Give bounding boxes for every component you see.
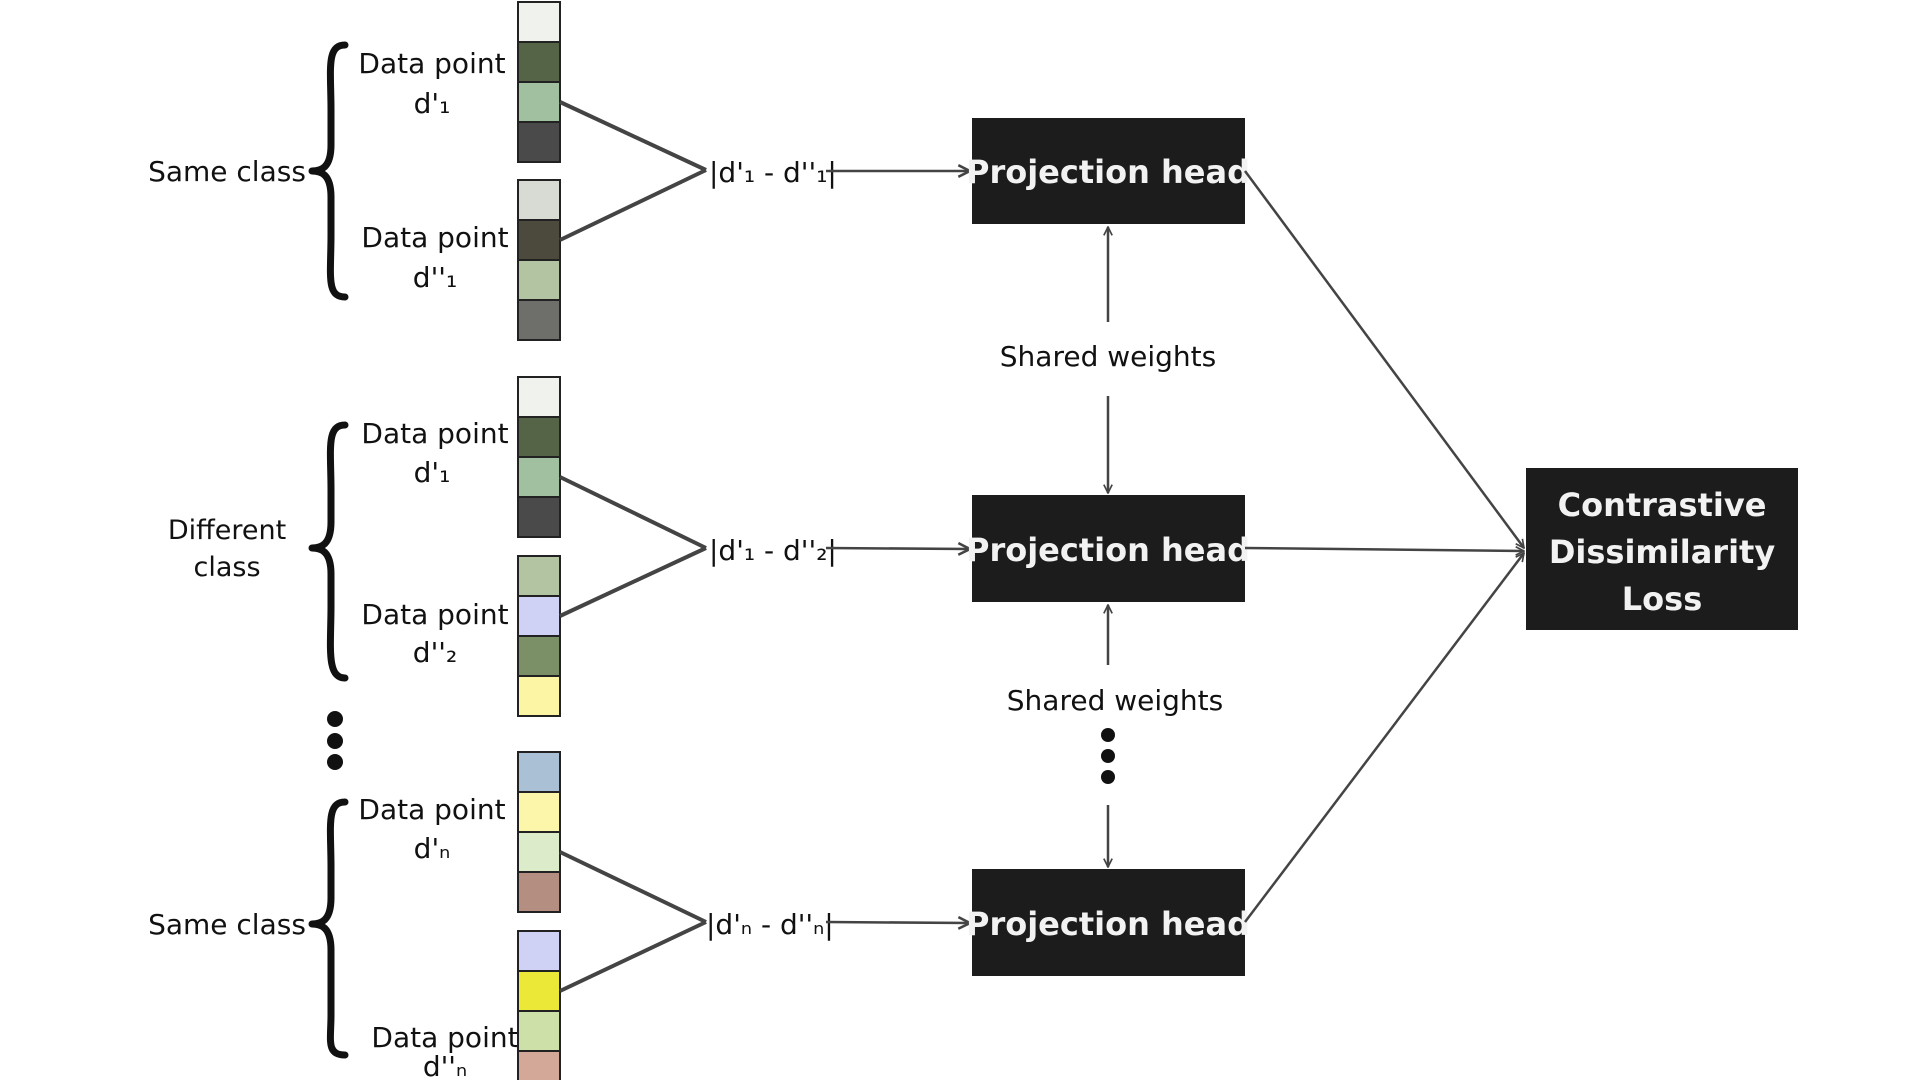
vector-cell [517,121,561,163]
group-label: Different [168,515,286,546]
group-label: Same class [148,908,306,941]
vector-cell [517,595,561,637]
loss-box [1526,468,1798,630]
loss-label-line-3: Loss [1622,580,1702,618]
shared-weights-1: Shared weights [1000,227,1216,493]
vector-cell [517,416,561,458]
group-label: Same class [148,155,306,188]
difference-label: |d'ₙ - d''ₙ| [706,908,834,941]
vector-cell [517,41,561,83]
ellipsis-dot [1101,728,1115,742]
ellipsis-dot [1101,770,1115,784]
data-point-a: Data point d'₁ [358,1,561,163]
head-to-loss-edge [1244,553,1524,923]
head-to-loss-edge [1243,170,1524,548]
vector-cell [517,456,561,498]
vector-cell [517,219,561,261]
difference-label: |d'₁ - d''₂| [709,534,837,567]
data-point-label: Data point [361,417,508,450]
input-edge [559,920,707,993]
data-point-label: Data point [358,47,505,80]
vector-cell [517,930,561,972]
data-point-id: d''₂ [413,636,457,669]
data-point-b: Data point d''₂ [361,555,561,717]
group-1: Same class Data point d'₁ Data point d''… [148,1,1250,341]
projection-head-label: Projection head [966,905,1250,943]
projection-head-label: Projection head [966,531,1250,569]
data-point-label: Data point [361,598,508,631]
data-point-label: Data point [371,1021,518,1054]
vector-cell [517,555,561,597]
data-point-label: Data point [361,221,508,254]
shared-weights-label: Shared weights [1007,684,1223,717]
data-point-id: d''ₙ [423,1050,467,1080]
vector-cell [517,675,561,717]
input-edge [559,546,707,618]
group-3: Same class Data point d'ₙ Data point d''… [148,751,1250,1080]
group-brace [308,421,349,682]
data-point-a: Data point d'ₙ [358,751,561,913]
vector-cell [517,179,561,221]
input-edge [559,168,707,242]
data-point-a: Data point d'₁ [361,376,561,538]
group-brace [308,798,349,1059]
vector-cell [517,871,561,913]
input-edge [559,475,707,550]
vector-cell [517,751,561,793]
vector-cell [517,791,561,833]
projection-head-1: Projection head [966,118,1250,224]
data-point-id: d'ₙ [414,832,451,865]
input-edge [559,100,707,172]
group-2: Different class Data point d'₁ Data poin… [168,376,1250,717]
head-to-loss-edge [1244,548,1524,551]
loss-label-line-2: Dissimilarity [1549,533,1776,571]
vector-cell [517,1010,561,1052]
shared-weights-label: Shared weights [1000,340,1216,373]
vector-cell [517,376,561,418]
data-point-id: d''₁ [413,261,457,294]
difference-arrow [825,548,970,549]
projection-head-3: Projection head [966,869,1250,976]
data-point-id: d'₁ [414,456,451,489]
data-point-id: d'₁ [414,87,451,120]
projection-head-box [972,869,1245,976]
difference-label: |d'₁ - d''₁| [709,156,837,189]
shared-weights-2: Shared weights [1007,605,1223,867]
projection-head-2: Projection head [966,495,1250,602]
vertical-ellipsis-left [327,711,343,770]
loss-label-line-1: Contrastive [1558,486,1767,524]
vector-cell [517,259,561,301]
contrastive-loss-box: Contrastive Dissimilarity Loss [1526,468,1798,630]
vector-cell [517,831,561,873]
projection-head-box [972,495,1245,602]
data-point-b: Data point d''ₙ [371,930,561,1080]
vector-cell [517,81,561,123]
group-label-line-2: class [193,552,260,583]
vector-cell [517,299,561,341]
vector-cell [517,1,561,43]
data-point-label: Data point [358,793,505,826]
vector-cell [517,496,561,538]
vector-cell [517,1050,561,1080]
data-point-b: Data point d''₁ [361,179,561,341]
vector-cell [517,970,561,1012]
ellipsis-dot [1101,749,1115,763]
group-brace [308,41,349,301]
projection-head-box [972,118,1245,224]
vector-cell [517,635,561,677]
input-edge [559,850,707,924]
difference-arrow [825,922,970,923]
projection-head-label: Projection head [966,153,1250,191]
